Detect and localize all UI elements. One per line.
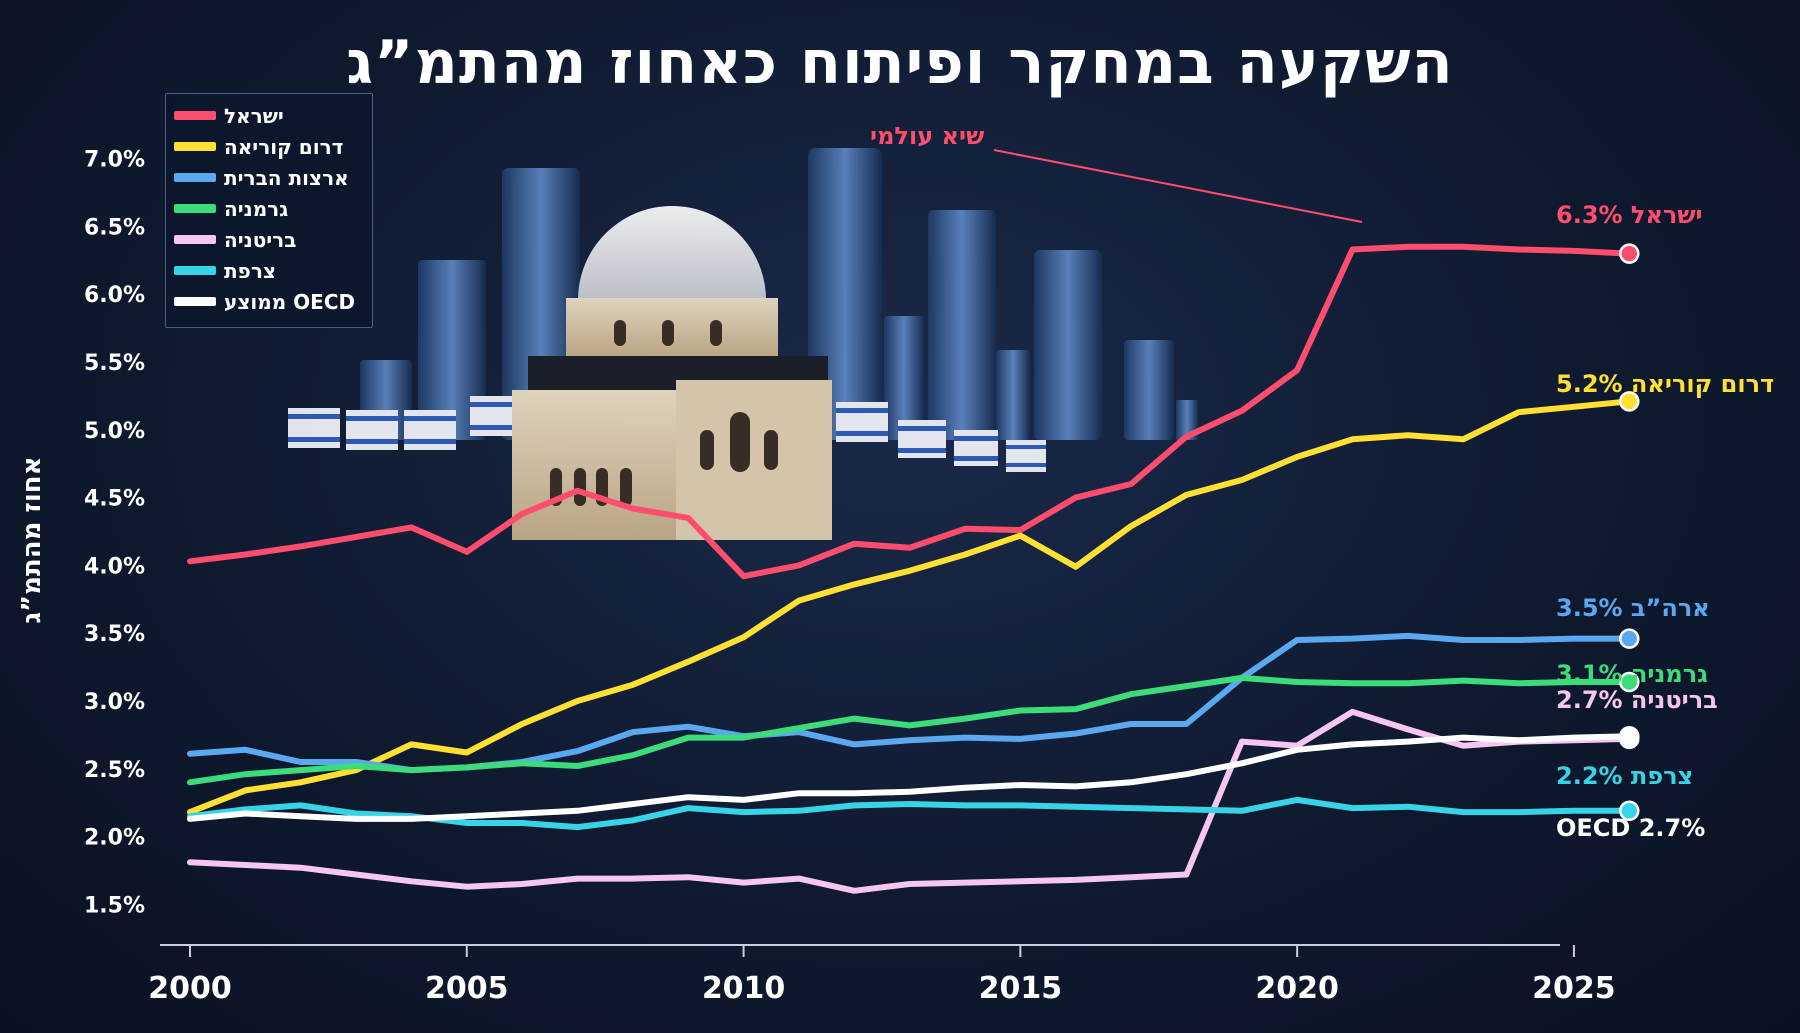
annotation-arrow — [993, 149, 1363, 223]
y-tick-label: 6.0% — [84, 283, 145, 308]
series-end-label: צרפת 2.2% — [1556, 762, 1693, 790]
chart-title: השקעה במחקר ופיתוח כאחוז מהתמ”ג — [346, 28, 1454, 98]
series-lines — [187, 243, 1633, 894]
x-tick-label: 2010 — [702, 971, 786, 1006]
legend-item: ארצות הברית — [166, 162, 372, 193]
series-line-1 — [187, 398, 1633, 816]
end-marker — [1619, 391, 1640, 412]
end-marker — [1619, 800, 1640, 822]
series-end-label: ישראל 6.3% — [1556, 201, 1703, 229]
series-line-4 — [187, 708, 1633, 894]
series-end-label: ארה”ב 3.5% — [1556, 594, 1710, 622]
y-axis-label: אחוז מהתמ”ג — [17, 456, 47, 623]
y-tick-label: 5.5% — [84, 351, 145, 376]
y-axis: 1.5% 2.0% 2.5% 3.0% 3.5% 4.0% 4.5% 5.0% 5.5% 6.0%… — [84, 148, 145, 919]
series-line-0 — [187, 243, 1633, 580]
legend-item: צרפת — [166, 255, 372, 286]
y-axis-label-text: אחוז מהתמ”ג — [17, 456, 47, 624]
y-tick-label: 1.5% — [84, 893, 145, 918]
end-marker — [1619, 628, 1640, 649]
end-markers — [1619, 243, 1640, 822]
legend-label: דרום קוריאה — [224, 134, 344, 159]
legend-label: צרפת — [224, 258, 276, 283]
legend-swatch — [174, 266, 216, 275]
legend-swatch — [174, 111, 216, 120]
legend-swatch — [174, 173, 216, 182]
legend-label: ארצות הברית — [224, 165, 349, 190]
y-tick-label: 7.0% — [84, 148, 145, 173]
y-tick-label: 2.0% — [84, 826, 145, 851]
y-tick-label: 2.5% — [84, 758, 145, 783]
legend-item: ממוצע OECD — [166, 286, 372, 317]
series-end-label: OECD 2.7% — [1556, 814, 1705, 842]
legend-swatch — [174, 297, 216, 306]
y-tick-label: 5.0% — [84, 419, 145, 444]
x-axis: 2000 2005 2010 2015 2020 2025 — [148, 945, 1616, 1006]
x-tick-label: 2005 — [425, 971, 509, 1006]
legend-label: ממוצע OECD — [224, 289, 356, 314]
series-end-label: גרמניה 3.1% — [1556, 660, 1708, 688]
series-end-label: בריטניה 2.7% — [1556, 686, 1718, 714]
legend-item: ישראל — [166, 100, 372, 131]
y-tick-label: 4.0% — [84, 554, 145, 579]
y-tick-label: 3.0% — [84, 690, 145, 715]
legend-item: גרמניה — [166, 193, 372, 224]
legend-swatch — [174, 235, 216, 244]
y-tick-label: 4.5% — [84, 487, 145, 512]
y-tick-label: 6.5% — [84, 215, 145, 240]
series-end-label: דרום קוריאה 5.2% — [1556, 370, 1774, 398]
legend-swatch — [174, 204, 216, 213]
series-line-3 — [187, 674, 1633, 786]
end-labels: ישראל 6.3% דרום קוריאה 5.2% ארה”ב 3.5% גרמנ… — [1556, 201, 1774, 842]
annotation-label: שיא עולמי — [870, 122, 985, 150]
skyline-illustration — [288, 148, 1198, 540]
x-tick-label: 2020 — [1255, 971, 1339, 1006]
x-tick-label: 2025 — [1532, 971, 1616, 1006]
end-marker — [1619, 725, 1640, 747]
legend-item: בריטניה — [166, 224, 372, 255]
legend-label: בריטניה — [224, 227, 297, 252]
legend-swatch — [174, 142, 216, 151]
y-tick-label: 3.5% — [84, 622, 145, 647]
legend: ישראל דרום קוריאה ארצות הברית גרמניה בריטניה… — [165, 93, 373, 328]
legend-label: גרמניה — [224, 196, 289, 221]
legend-label: ישראל — [224, 103, 284, 128]
x-tick-label: 2015 — [979, 971, 1063, 1006]
x-tick-label: 2000 — [148, 971, 232, 1006]
legend-item: דרום קוריאה — [166, 131, 372, 162]
end-marker — [1619, 243, 1640, 264]
end-marker — [1619, 671, 1640, 693]
series-line-6 — [187, 733, 1633, 822]
